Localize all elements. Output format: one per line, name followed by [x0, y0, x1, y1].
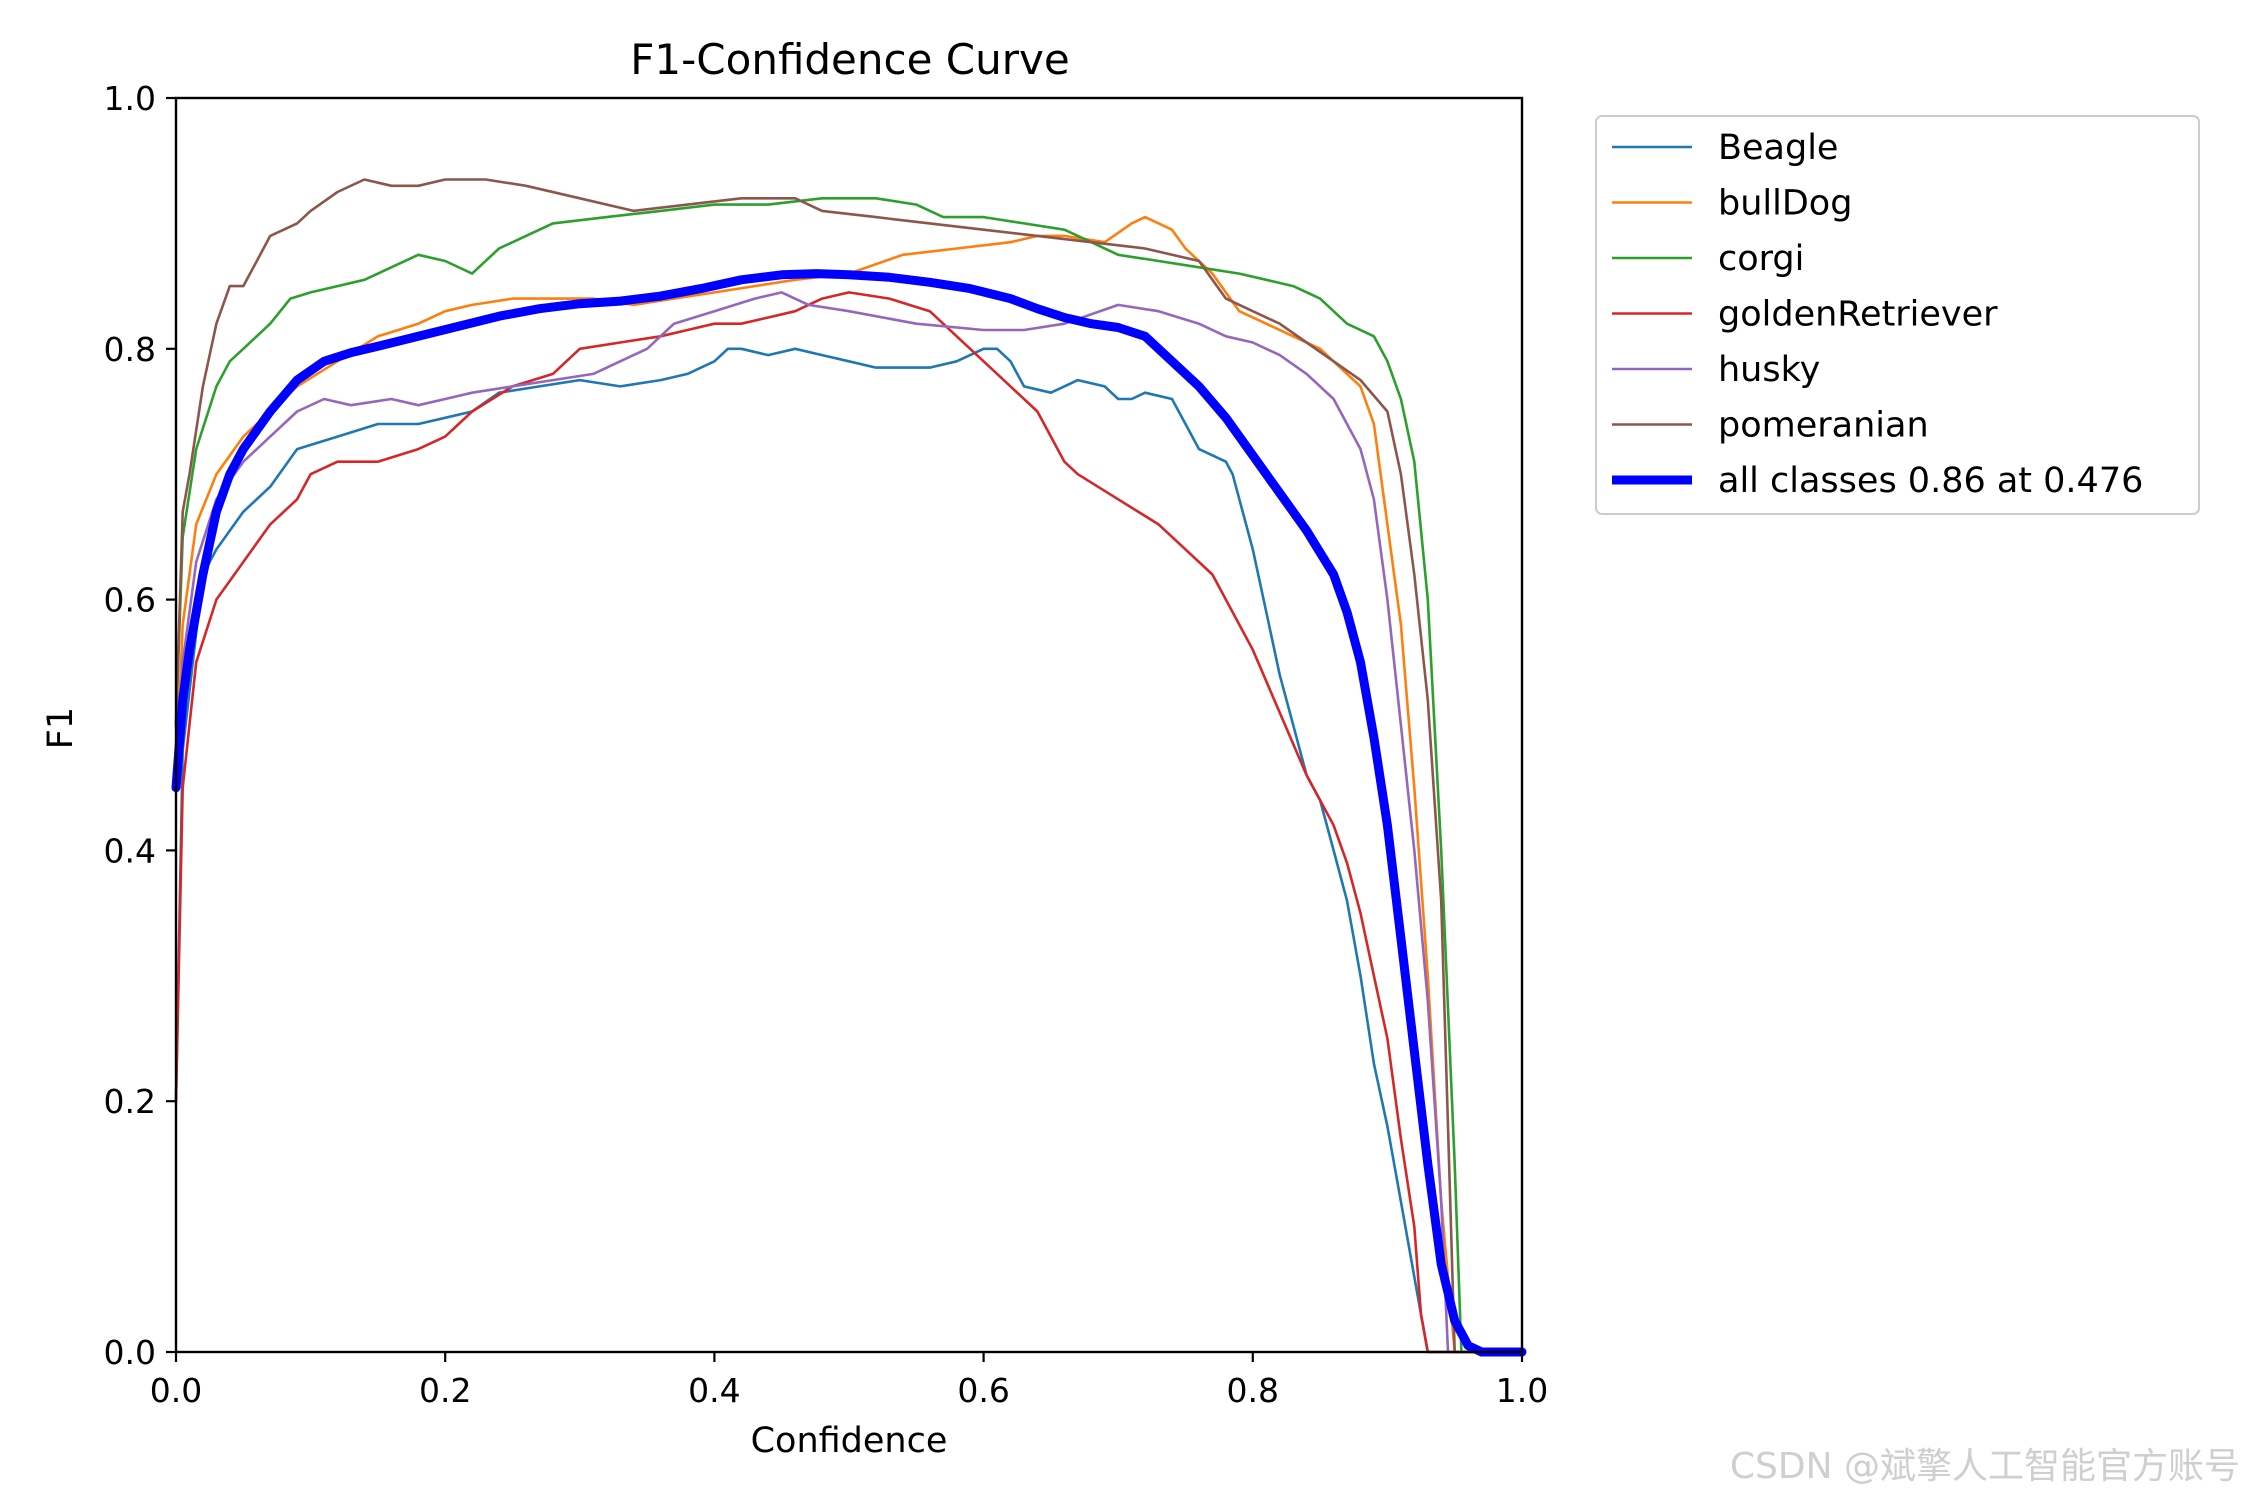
- y-tick-label-4: 0.8: [104, 330, 156, 369]
- series-line-4: [174, 291, 1524, 1354]
- x-tick-label-3: 0.6: [957, 1371, 1009, 1410]
- series-line-3: [174, 291, 1524, 1354]
- x-axis-label: Confidence: [751, 1421, 948, 1461]
- series-line-5: [174, 178, 1524, 1354]
- x-tick-label-4: 0.8: [1227, 1371, 1279, 1410]
- legend-label-1: bullDog: [1718, 184, 1852, 224]
- y-tick-label-1: 0.2: [104, 1082, 156, 1121]
- y-tick-label-2: 0.4: [104, 831, 156, 870]
- x-tick-label-1: 0.2: [419, 1371, 471, 1410]
- series-line-0: [174, 347, 1524, 1354]
- legend-frame: [1595, 115, 2200, 515]
- legend-label-2: corgi: [1718, 239, 1804, 279]
- chart-title: F1-Confidence Curve: [630, 35, 1069, 84]
- series-line-6: [171, 269, 1527, 1357]
- legend-label-0: Beagle: [1718, 128, 1838, 168]
- y-tick-label-3: 0.6: [104, 581, 156, 620]
- x-tick-label-2: 0.4: [688, 1371, 740, 1410]
- plot-frame: [174, 96, 1524, 1354]
- y-axis-ticks: 0.0 0.2 0.4 0.6 0.8 1.0: [104, 79, 176, 1372]
- legend-label-3: goldenRetriever: [1718, 295, 1998, 335]
- x-tick-label-0: 0.0: [150, 1371, 202, 1410]
- watermark: CSDN @斌擎人工智能官方账号: [1730, 1446, 2240, 1487]
- legend-label-5: pomeranian: [1718, 406, 1929, 446]
- y-axis-label: F1: [41, 707, 81, 749]
- legend: Beagle bullDog corgi goldenRetriever husky po…: [1595, 115, 2200, 515]
- x-tick-label-5: 1.0: [1496, 1371, 1548, 1410]
- legend-label-6: all classes 0.86 at 0.476: [1718, 461, 2143, 501]
- legend-label-4: husky: [1718, 350, 1820, 390]
- y-tick-label-0: 0.0: [104, 1333, 156, 1372]
- x-axis-ticks: 0.0 0.2 0.4 0.6 0.8 1.0: [150, 1352, 1548, 1410]
- plot-series-group: [171, 178, 1527, 1357]
- y-tick-label-5: 1.0: [104, 79, 156, 118]
- legend-items: Beagle bullDog corgi goldenRetriever husky po…: [1612, 128, 2143, 501]
- series-line-2: [174, 197, 1524, 1354]
